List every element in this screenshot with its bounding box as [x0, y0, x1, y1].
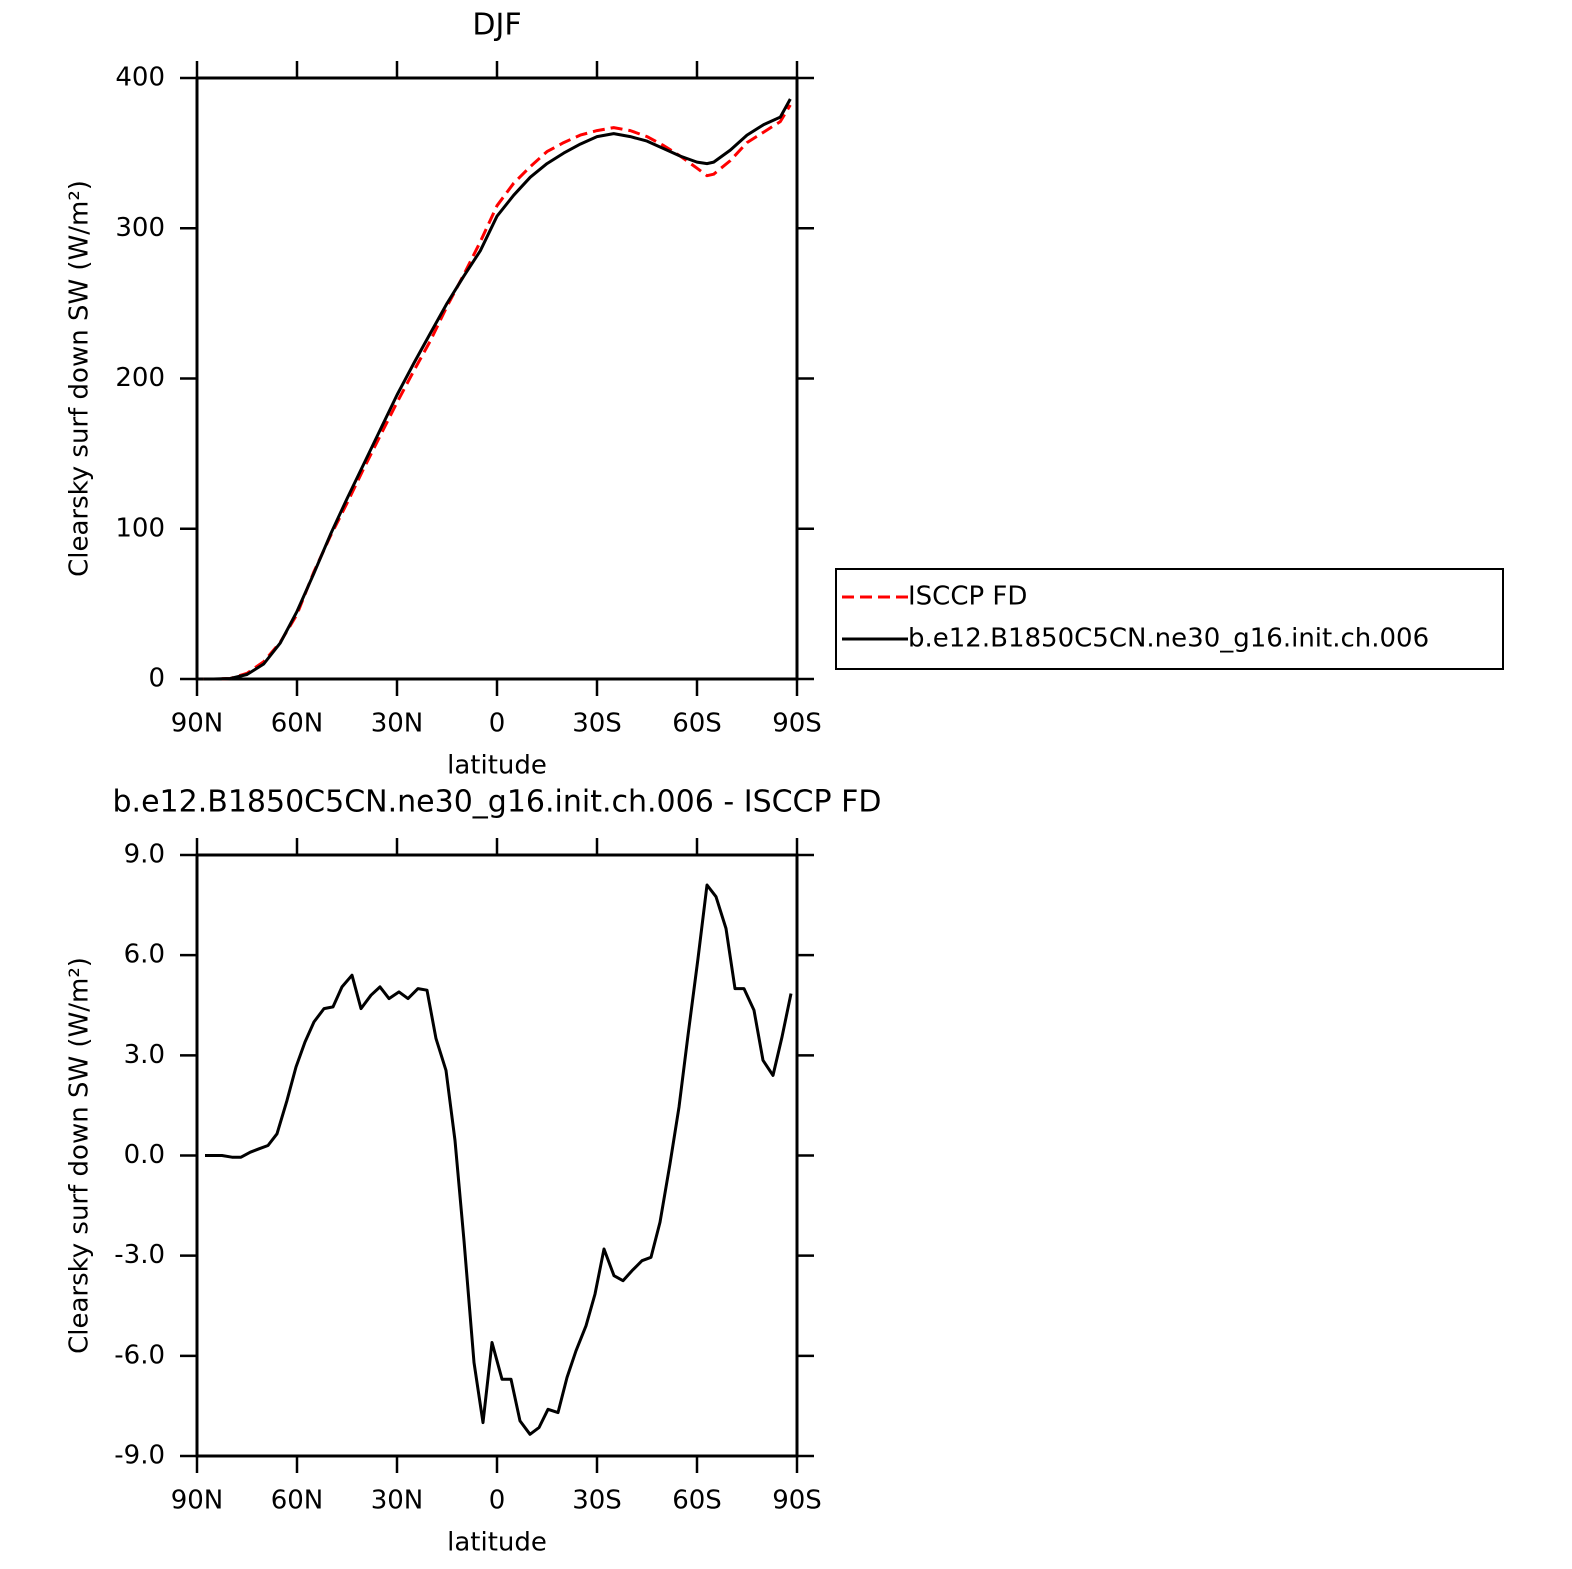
legend-label: b.e12.B1850C5CN.ne30_g16.init.ch.006 [908, 624, 1429, 654]
x-tick-label: 90S [772, 709, 822, 739]
y-tick-label: 300 [115, 213, 165, 243]
y-tick-label: -9.0 [114, 1441, 165, 1471]
x-tick-label: 90N [171, 709, 224, 739]
x-axis-label: latitude [447, 1528, 547, 1558]
y-axis-label: Clearsky surf down SW (W/m²) [65, 957, 95, 1354]
chart-title: DJF [472, 8, 521, 43]
x-tick-label: 0 [489, 709, 506, 739]
y-tick-label: -3.0 [114, 1240, 165, 1270]
y-axis-label: Clearsky surf down SW (W/m²) [65, 180, 95, 577]
y-tick-label: 400 [115, 63, 165, 93]
data-line [205, 883, 793, 1436]
x-tick-label: 90S [772, 1486, 822, 1516]
x-tick-label: 60S [672, 1486, 722, 1516]
data-line [203, 98, 792, 681]
x-tick-label: 60N [271, 1486, 324, 1516]
x-tick-label: 30N [371, 1486, 424, 1516]
x-tick-label: 60N [271, 709, 324, 739]
x-tick-label: 90N [171, 1486, 224, 1516]
x-axis-label: latitude [447, 751, 547, 781]
y-tick-label: 9.0 [124, 840, 165, 870]
x-tick-label: 30S [572, 709, 622, 739]
data-line [203, 104, 792, 681]
chart-title: b.e12.B1850C5CN.ne30_g16.init.ch.006 - I… [113, 785, 882, 820]
plot-frame [195, 76, 799, 681]
legend-box [835, 568, 1504, 670]
y-tick-label: -6.0 [114, 1340, 165, 1370]
y-tick-label: 6.0 [124, 940, 165, 970]
x-tick-label: 60S [672, 709, 722, 739]
y-tick-label: 0 [148, 664, 165, 694]
x-tick-label: 0 [489, 1486, 506, 1516]
legend-label: ISCCP FD [908, 582, 1027, 612]
x-tick-label: 30S [572, 1486, 622, 1516]
y-tick-label: 200 [115, 363, 165, 393]
y-tick-label: 100 [115, 513, 165, 543]
y-tick-label: 0.0 [124, 1140, 165, 1170]
x-tick-label: 30N [371, 709, 424, 739]
y-tick-label: 3.0 [124, 1040, 165, 1070]
